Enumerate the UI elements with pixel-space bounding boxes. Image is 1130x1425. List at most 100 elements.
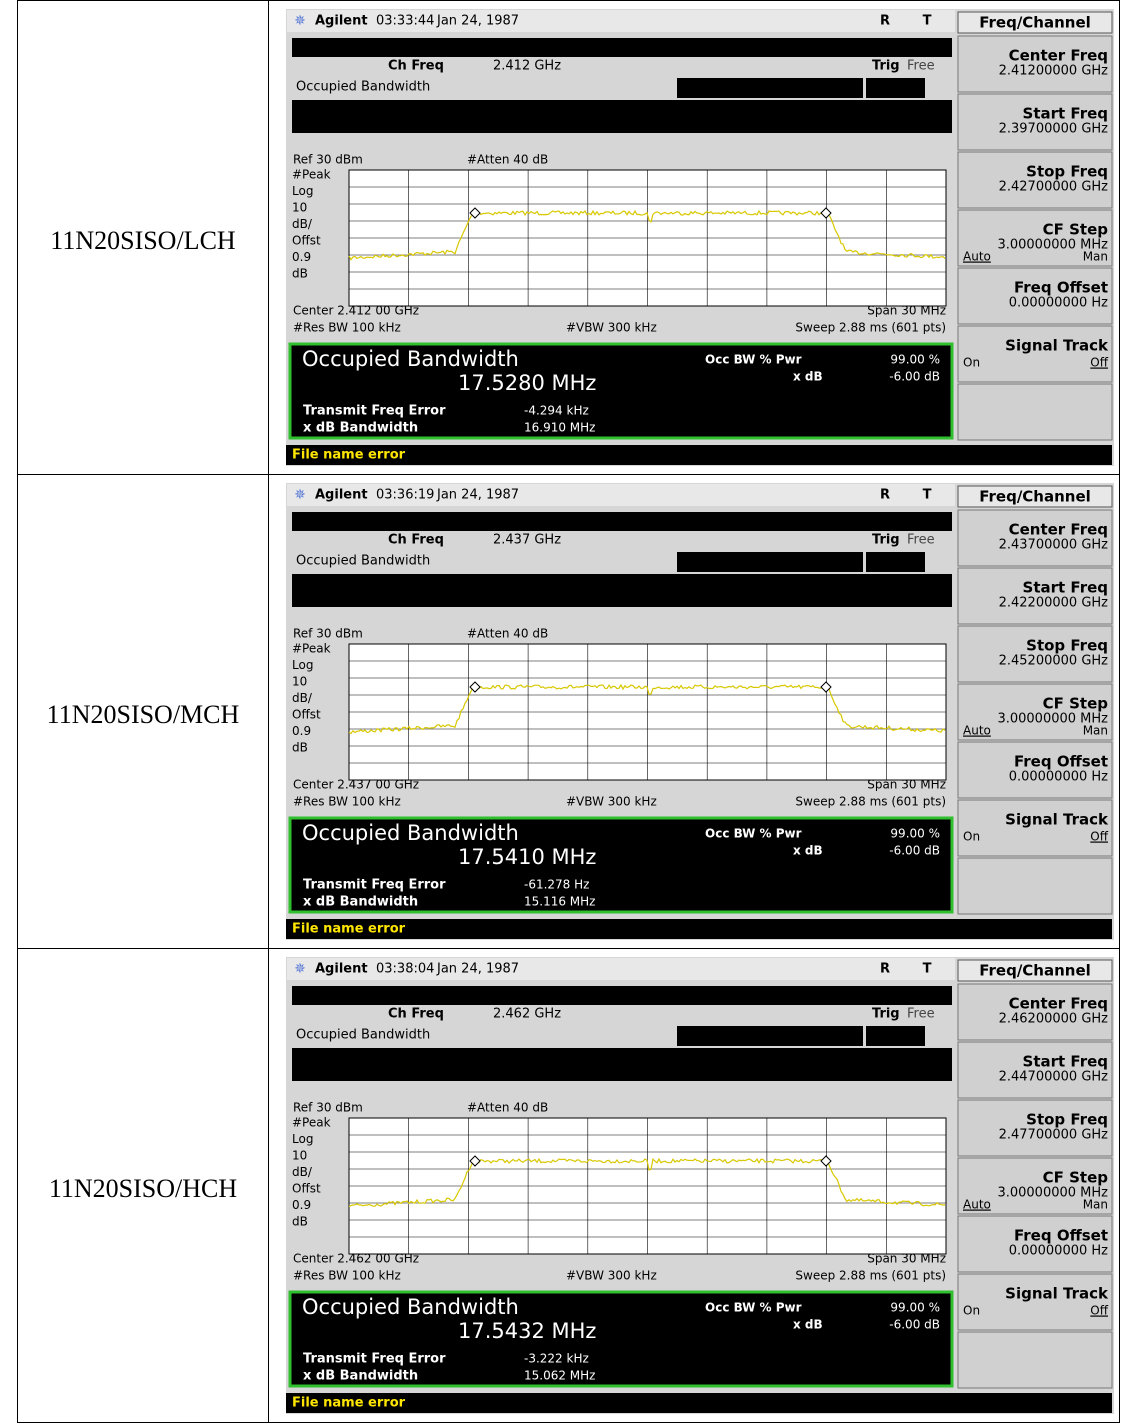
softkey-title: Center Freq — [1009, 521, 1108, 539]
row-label: 11N20SISO/MCH — [47, 700, 240, 729]
xdb-value: -6.00 dB — [889, 1318, 940, 1332]
logo-icon: ✵ — [294, 487, 306, 503]
vbw: #VBW 300 kHz — [566, 321, 657, 335]
scale-label: #Peak — [292, 642, 331, 656]
result-title: Occupied Bandwidth — [302, 821, 519, 845]
softkey-option: Off — [1090, 356, 1108, 370]
trig: Free — [907, 1007, 935, 1022]
attenuation: #Atten 40 dB — [467, 627, 548, 641]
trig-label: Trig — [872, 533, 900, 548]
logo-icon: ✵ — [294, 961, 306, 977]
center-freq: Center 2.412 00 GHz — [293, 304, 419, 318]
softkey-title: Stop Freq — [1026, 1111, 1108, 1129]
measurement: Occupied Bandwidth — [296, 1028, 430, 1043]
flag: R — [880, 488, 890, 503]
result-value: 17.5432 MHz — [458, 1319, 596, 1343]
date: Jan 24, 1987 — [436, 962, 519, 977]
flag: T — [923, 488, 932, 503]
softkey-option: On — [963, 1304, 980, 1318]
center-freq: Center 2.437 00 GHz — [293, 778, 419, 792]
scale-label: Offst — [292, 234, 321, 248]
res-bw: #Res BW 100 kHz — [293, 795, 401, 809]
softkey-title: Start Freq — [1023, 579, 1108, 597]
softkey-title: Start Freq — [1023, 1053, 1108, 1071]
logo-icon: ✵ — [294, 13, 306, 29]
status-bar — [286, 445, 1112, 465]
span: Span 30 MHz — [867, 778, 946, 792]
vbw: #VBW 300 kHz — [566, 795, 657, 809]
freq-error: -61.278 Hz — [524, 878, 589, 892]
scale-label: 0.9 — [292, 724, 311, 738]
status-box — [677, 552, 863, 572]
ch-freq-label: Ch Freq — [388, 533, 444, 548]
ch-freq-label: Ch Freq — [388, 1007, 444, 1022]
result-value: 17.5280 MHz — [458, 371, 596, 395]
message-bar — [292, 986, 952, 1005]
scale-label: dB/ — [292, 217, 313, 231]
message-box — [292, 574, 952, 607]
result-title: Occupied Bandwidth — [302, 347, 519, 371]
result-value: 17.5410 MHz — [458, 845, 596, 869]
scale-label: #Peak — [292, 168, 331, 182]
res-bw: #Res BW 100 kHz — [293, 321, 401, 335]
scale-label: 10 — [292, 675, 307, 689]
time: 03:36:19 — [376, 488, 434, 503]
scale-label: Log — [292, 184, 313, 198]
trig: Free — [907, 533, 935, 548]
softkey — [958, 858, 1112, 914]
softkey-value: 2.47700000 GHz — [999, 1128, 1109, 1143]
xdb-bw: 15.116 MHz — [524, 895, 595, 909]
pwr-label: Occ BW % Pwr — [705, 827, 802, 841]
xdb-bw-label: x dB Bandwidth — [303, 421, 418, 436]
softkey-value: 2.45200000 GHz — [999, 654, 1109, 669]
ch-freq: 2.462 GHz — [493, 1007, 561, 1022]
scale-label: Offst — [292, 1182, 321, 1196]
message-box — [292, 100, 952, 133]
softkey-title: Signal Track — [1005, 1285, 1109, 1303]
row-label: 11N20SISO/LCH — [50, 226, 236, 255]
xdb-bw-label: x dB Bandwidth — [303, 895, 418, 910]
softkey-option: Man — [1083, 250, 1108, 264]
menu-title: Freq/Channel — [979, 488, 1091, 506]
freq-error: -3.222 kHz — [524, 1352, 589, 1366]
scale-label: dB — [292, 741, 308, 755]
scale-label: Log — [292, 1132, 313, 1146]
attenuation: #Atten 40 dB — [467, 1101, 548, 1115]
page: 11N20SISO/LCH✵Agilent03:33:44Jan 24, 198… — [0, 0, 1130, 1425]
softkey-value: 2.43700000 GHz — [999, 538, 1109, 553]
vbw: #VBW 300 kHz — [566, 1269, 657, 1283]
pwr-value: 99.00 % — [890, 353, 940, 367]
scale-label: 0.9 — [292, 1198, 311, 1212]
brand: Agilent — [315, 962, 368, 977]
result-title: Occupied Bandwidth — [302, 1295, 519, 1319]
softkey-title: Freq Offset — [1014, 1227, 1108, 1245]
scale-label: Offst — [292, 708, 321, 722]
xdb-label: x dB — [793, 370, 823, 384]
freq-error-label: Transmit Freq Error — [303, 878, 446, 893]
xdb-value: -6.00 dB — [889, 370, 940, 384]
scale-label: 10 — [292, 1149, 307, 1163]
softkey-option: Off — [1090, 1304, 1108, 1318]
softkey-title: Signal Track — [1005, 811, 1109, 829]
span: Span 30 MHz — [867, 1252, 946, 1266]
softkey-title: Center Freq — [1009, 47, 1108, 65]
softkey-title: Signal Track — [1005, 337, 1109, 355]
ch-freq: 2.412 GHz — [493, 59, 561, 74]
xdb-value: -6.00 dB — [889, 844, 940, 858]
status-box — [866, 552, 925, 572]
flag: T — [923, 962, 932, 977]
flag: R — [880, 962, 890, 977]
xdb-label: x dB — [793, 1318, 823, 1332]
ref-level: Ref 30 dBm — [293, 153, 363, 167]
softkey-title: Stop Freq — [1026, 637, 1108, 655]
softkey-title: Center Freq — [1009, 995, 1108, 1013]
softkey-value: 0.00000000 Hz — [1009, 1244, 1108, 1259]
trig-label: Trig — [872, 1007, 900, 1022]
scale-label: #Peak — [292, 1116, 331, 1130]
softkey-value: 2.46200000 GHz — [999, 1012, 1109, 1027]
status-box — [677, 78, 863, 98]
row-label: 11N20SISO/HCH — [49, 1174, 238, 1203]
softkey — [958, 1332, 1112, 1388]
softkey-title: Freq Offset — [1014, 753, 1108, 771]
menu-title: Freq/Channel — [979, 14, 1091, 32]
